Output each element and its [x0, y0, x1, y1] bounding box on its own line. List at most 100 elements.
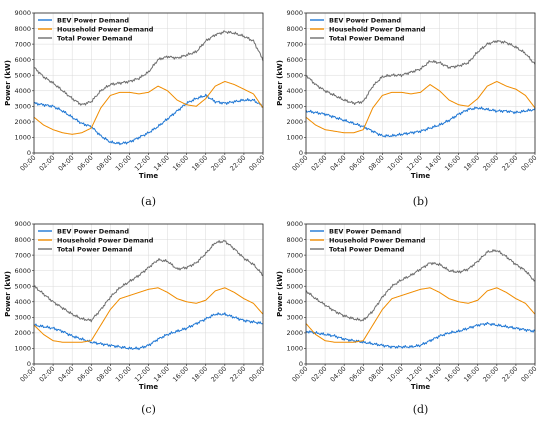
series-line-2	[33, 80, 264, 135]
x-tick-label: 06:00	[348, 154, 367, 173]
legend-label-1: BEV Power Demand	[329, 16, 401, 24]
y-tick-label: 5000	[286, 71, 303, 79]
y-tick-label: 0	[27, 149, 31, 157]
y-tick-label: 6000	[286, 56, 303, 64]
y-axis-label: Power (kW)	[4, 271, 12, 317]
x-tick-label: 20:00	[209, 365, 228, 384]
x-axis-label: Time	[411, 172, 430, 180]
x-tick-label: 22:00	[500, 154, 519, 173]
x-tick-label: 00:00	[520, 365, 539, 384]
plot-frame	[305, 223, 536, 365]
y-tick-label: 3000	[14, 103, 31, 111]
x-tick-label: 02:00	[38, 365, 57, 384]
y-tick-label: 2000	[286, 118, 303, 126]
plot-frame	[33, 12, 264, 154]
x-tick-label: 14:00	[152, 365, 171, 384]
y-tick-label: 9000	[14, 220, 31, 228]
x-tick-label: 00:00	[248, 365, 267, 384]
y-tick-label: 9000	[286, 220, 303, 228]
series-line-1	[305, 321, 536, 349]
y-tick-label: 0	[27, 360, 31, 368]
x-tick-label: 16:00	[171, 365, 190, 384]
legend-label-3: Total Power Demand	[329, 245, 405, 253]
y-tick-label: 9000	[286, 9, 303, 17]
y-axis-label: Power (kW)	[276, 271, 284, 317]
legend-label-3: Total Power Demand	[57, 34, 133, 42]
x-tick-label: 20:00	[209, 154, 228, 173]
x-tick-label: 16:00	[443, 154, 462, 173]
x-tick-label: 22:00	[500, 365, 519, 384]
y-tick-label: 5000	[14, 282, 31, 290]
x-tick-label: 08:00	[367, 154, 386, 173]
y-tick-label: 6000	[286, 267, 303, 275]
legend-label-2: Household Power Demand	[57, 236, 154, 244]
x-tick-label: 04:00	[329, 154, 348, 173]
x-tick-label: 18:00	[462, 154, 481, 173]
x-tick-label: 16:00	[171, 154, 190, 173]
panel-caption: (b)	[413, 195, 429, 208]
y-tick-label: 2000	[14, 329, 31, 337]
series-line-3	[305, 249, 536, 322]
legend-label-3: Total Power Demand	[329, 34, 405, 42]
y-tick-label: 3000	[14, 314, 31, 322]
x-tick-label: 06:00	[348, 365, 367, 384]
x-tick-label: 10:00	[114, 154, 133, 173]
x-tick-label: 02:00	[310, 365, 329, 384]
panel-caption: (a)	[141, 195, 156, 208]
panel-caption: (d)	[413, 403, 429, 416]
x-tick-label: 10:00	[386, 154, 405, 173]
y-tick-label: 0	[299, 149, 303, 157]
x-tick-label: 12:00	[133, 365, 152, 384]
x-tick-label: 14:00	[424, 154, 443, 173]
y-axis-label: Power (kW)	[276, 60, 284, 106]
x-tick-label: 12:00	[133, 154, 152, 173]
y-tick-label: 6000	[14, 267, 31, 275]
x-tick-label: 04:00	[57, 365, 76, 384]
y-tick-label: 6000	[14, 56, 31, 64]
x-tick-label: 04:00	[57, 154, 76, 173]
x-tick-label: 20:00	[481, 154, 500, 173]
y-tick-label: 3000	[286, 103, 303, 111]
y-tick-label: 5000	[14, 71, 31, 79]
x-axis-label: Time	[139, 383, 158, 391]
x-tick-label: 00:00	[248, 154, 267, 173]
x-tick-label: 12:00	[405, 365, 424, 384]
legend-label-2: Household Power Demand	[329, 236, 426, 244]
x-tick-label: 08:00	[95, 154, 114, 173]
y-tick-label: 1000	[286, 134, 303, 142]
legend-label-1: BEV Power Demand	[57, 227, 129, 235]
x-tick-label: 16:00	[443, 365, 462, 384]
series-line-3	[305, 39, 536, 105]
y-tick-label: 7000	[14, 251, 31, 259]
x-tick-label: 12:00	[405, 154, 424, 173]
y-tick-label: 4000	[286, 87, 303, 95]
x-tick-label: 18:00	[462, 365, 481, 384]
x-tick-label: 22:00	[228, 365, 247, 384]
legend-label-2: Household Power Demand	[329, 25, 426, 33]
x-tick-label: 00:00	[520, 154, 539, 173]
y-tick-label: 8000	[14, 25, 31, 33]
x-axis-label: Time	[411, 383, 430, 391]
x-tick-label: 00:00	[19, 365, 38, 384]
x-tick-label: 18:00	[190, 154, 209, 173]
y-tick-label: 4000	[14, 298, 31, 306]
y-tick-label: 2000	[286, 329, 303, 337]
x-tick-label: 20:00	[481, 365, 500, 384]
series-line-1	[305, 106, 536, 138]
y-tick-label: 0	[299, 360, 303, 368]
x-tick-label: 18:00	[190, 365, 209, 384]
x-tick-label: 14:00	[424, 365, 443, 384]
plot-frame	[33, 223, 264, 365]
series-line-2	[305, 287, 536, 343]
x-tick-label: 02:00	[310, 154, 329, 173]
chart-panel-1: 0 1000 2000 3000 4000 5000 6000 7000 8000 9000 00:…	[4, 9, 266, 208]
x-axis-label: Time	[139, 172, 158, 180]
series-line-1	[33, 312, 264, 351]
legend-label-1: BEV Power Demand	[57, 16, 129, 24]
chart-panel-2: 0 1000 2000 3000 4000 5000 6000 7000 8000 9000 00:…	[276, 9, 538, 208]
x-tick-label: 10:00	[386, 365, 405, 384]
y-tick-label: 4000	[286, 298, 303, 306]
x-tick-label: 00:00	[291, 154, 310, 173]
